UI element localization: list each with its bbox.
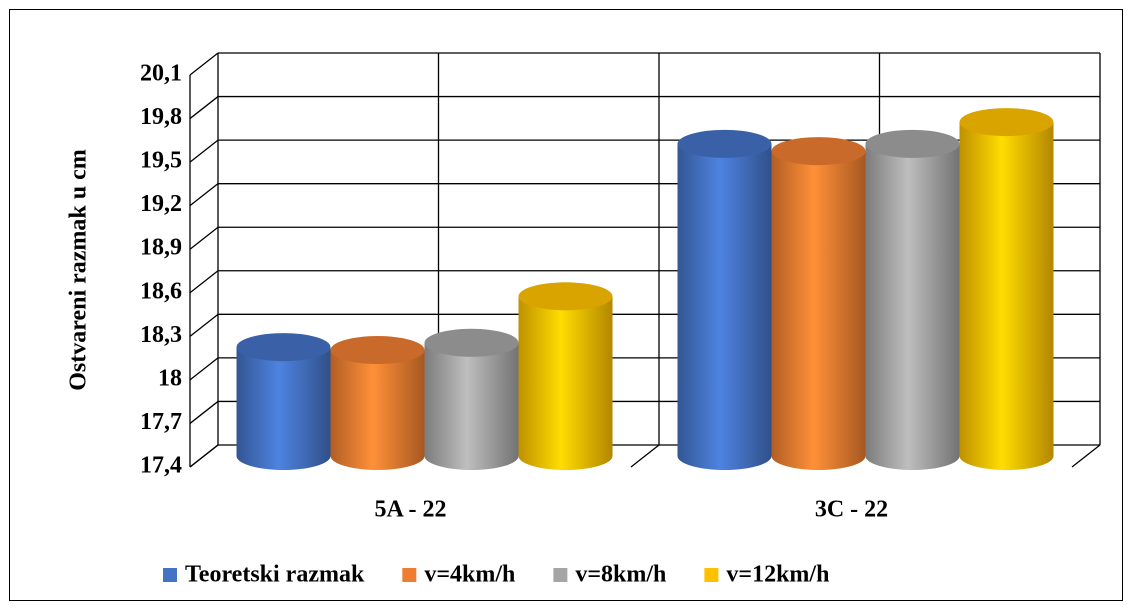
bar [865,129,960,471]
legend-label: v=12km/h [726,562,829,588]
y-tick-label: 19,5 [140,148,182,174]
legend-label: v=4km/h [424,562,515,588]
legend-swatch [402,568,417,582]
bar [771,137,866,471]
tick-diagonal [189,270,219,294]
y-tick-label: 18,3 [140,322,182,348]
floor-line [1071,444,1101,468]
bar [236,333,331,471]
legend-swatch [163,568,177,582]
tick-diagonal [189,400,219,424]
tick-diagonal [189,52,219,76]
y-tick-label: 19,8 [140,104,182,130]
tick-diagonal [189,139,219,163]
x-tick-label: 3C - 22 [815,497,888,523]
y-tick-label: 17,4 [140,453,182,479]
tick-diagonal [189,226,219,250]
y-tick-label: 18,9 [140,235,182,261]
tick-diagonal [189,313,219,337]
tick-diagonal [189,96,219,120]
y-tick-label: 18 [158,365,182,391]
tick-diagonal [189,357,219,381]
legend-swatch [704,568,719,582]
legend-label: Teoretski razmak [185,562,365,588]
y-tick-label: 18,6 [140,278,182,304]
x-tick-label: 5A - 22 [375,497,447,523]
floor-line [630,444,660,468]
tick-diagonal [189,183,219,207]
bar [959,108,1054,471]
bar [677,129,772,470]
y-tick-label: 17,7 [140,409,182,435]
floor-line [189,444,219,468]
legend-swatch [553,568,568,582]
bar [330,336,425,471]
y-tick-label: 19,2 [140,191,182,217]
y-axis-label: Ostvareni razmak u cm [66,149,92,391]
bar [518,282,613,471]
legend-label: v=8km/h [575,562,666,588]
y-tick-label: 20,1 [140,61,182,87]
bar [424,328,519,471]
